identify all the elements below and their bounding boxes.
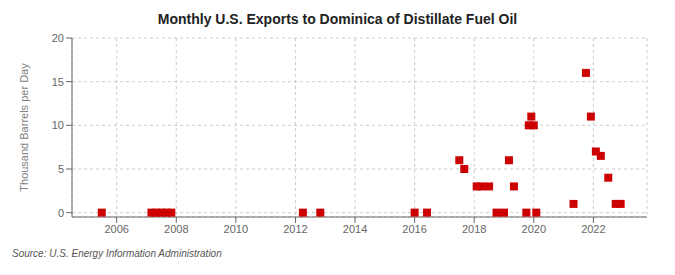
svg-text:2006: 2006 [104,223,128,235]
svg-text:2012: 2012 [283,223,307,235]
svg-text:2016: 2016 [402,223,426,235]
svg-text:2008: 2008 [164,223,188,235]
html-text:Source: U.S. Energy Informatio: Source: U.S. Energy Information Administ… [12,248,222,259]
svg-text:Thousand Barrels per Day: Thousand Barrels per Day [18,63,30,192]
html-text:Monthly U.S. Exports to Domini: Monthly U.S. Exports to Dominica of Dist… [157,11,518,27]
svg-text:5: 5 [58,163,64,175]
svg-text:20: 20 [52,32,64,44]
svg-text:15: 15 [52,76,64,88]
svg-text:10: 10 [52,119,64,131]
svg-text:2014: 2014 [343,223,367,235]
svg-text:2010: 2010 [224,223,248,235]
svg-text:2020: 2020 [522,223,546,235]
svg-text:2022: 2022 [581,223,605,235]
svg-text:2018: 2018 [462,223,486,235]
svg-text:0: 0 [58,207,64,219]
